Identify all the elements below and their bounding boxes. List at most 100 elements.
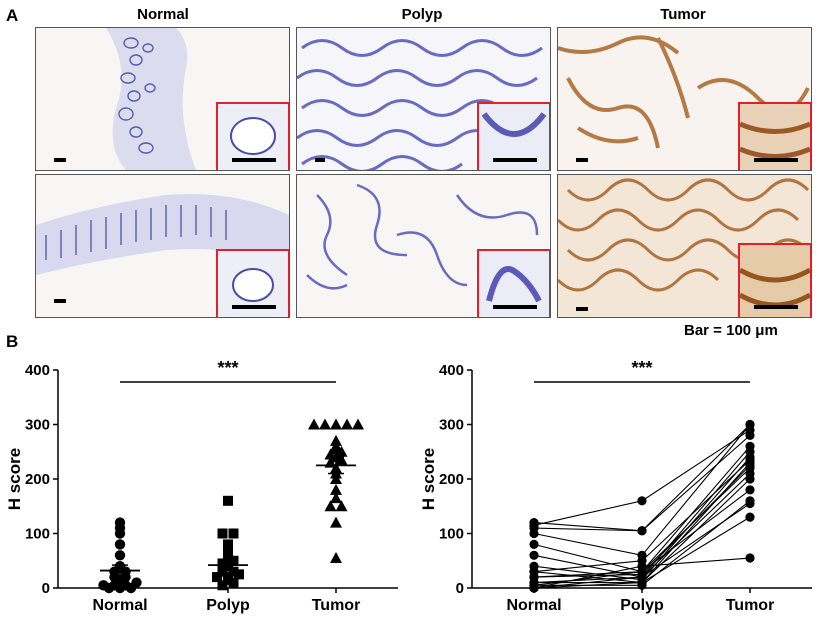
micrograph-polyp-2 bbox=[296, 174, 551, 318]
x-tick-label: Normal bbox=[92, 597, 147, 614]
zoom-inset-normal-1 bbox=[216, 102, 289, 170]
data-point-tumor bbox=[308, 418, 320, 430]
h-score-scatter-chart: 0 100 200 300 400 Normal Polyp Tumor H score *** bbox=[5, 358, 398, 614]
paired-data-point bbox=[529, 583, 539, 593]
data-point-tumor bbox=[352, 418, 364, 430]
data-point-tumor bbox=[330, 492, 342, 504]
zoom-inset-polyp-1 bbox=[477, 102, 550, 170]
x-tick-label: Tumor bbox=[726, 597, 775, 614]
panel-b-label: B bbox=[6, 332, 19, 351]
x-tick-label: Normal bbox=[506, 597, 561, 614]
data-point-polyp bbox=[217, 566, 228, 577]
data-point-tumor bbox=[330, 552, 342, 564]
micrograph-normal-2 bbox=[35, 174, 290, 318]
significance-label: *** bbox=[217, 358, 238, 378]
x-tick-label: Tumor bbox=[312, 597, 361, 614]
normal-tissue-image-1 bbox=[36, 28, 289, 170]
paired-data-point bbox=[637, 577, 647, 588]
paired-data-point bbox=[745, 485, 755, 495]
column-header-polyp: Polyp bbox=[401, 6, 443, 23]
y-tick-label: 0 bbox=[42, 580, 50, 597]
x-tick-label: Polyp bbox=[206, 597, 250, 614]
data-point-polyp bbox=[217, 580, 228, 591]
paired-data-point bbox=[745, 498, 755, 509]
scale-bar bbox=[54, 299, 66, 303]
scale-bar bbox=[54, 158, 66, 162]
paired-data-point bbox=[529, 528, 539, 539]
paired-data-point bbox=[637, 496, 647, 506]
data-point-tumor bbox=[319, 418, 331, 430]
micrograph-normal-1 bbox=[35, 27, 290, 171]
data-point-polyp bbox=[234, 569, 244, 580]
data-point-normal bbox=[114, 517, 126, 528]
paired-data-point bbox=[745, 430, 755, 440]
data-point-tumor bbox=[335, 500, 348, 512]
paired-data-point bbox=[529, 550, 539, 560]
data-point-polyp bbox=[228, 577, 239, 588]
data-point-normal bbox=[131, 577, 142, 588]
y-tick-label: 0 bbox=[456, 580, 464, 597]
data-point-tumor bbox=[341, 418, 353, 430]
y-axis-label: H score bbox=[5, 448, 24, 510]
scale-bar bbox=[493, 305, 537, 309]
paired-data-point bbox=[745, 419, 755, 430]
data-point-polyp bbox=[228, 555, 239, 566]
h-score-paired-line-chart: 0 100 200 300 400 Normal Polyp Tumor H score *** bbox=[419, 358, 812, 614]
micrograph-tumor-2 bbox=[557, 174, 812, 318]
paired-data-point bbox=[637, 561, 647, 571]
data-point-polyp bbox=[223, 544, 233, 555]
data-point-polyp bbox=[217, 558, 228, 569]
column-header-normal: Normal bbox=[137, 6, 189, 23]
data-point-polyp bbox=[223, 495, 233, 506]
data-point-tumor bbox=[330, 483, 342, 495]
zoom-inset-polyp-2 bbox=[477, 249, 550, 317]
paired-data-point bbox=[745, 512, 755, 522]
y-tick-label: 400 bbox=[25, 362, 50, 379]
scale-bar-note: Bar = 100 μm bbox=[684, 322, 778, 339]
y-tick-label: 400 bbox=[439, 362, 464, 379]
data-point-normal bbox=[114, 550, 126, 561]
scale-bar bbox=[315, 158, 325, 162]
y-tick-label: 300 bbox=[439, 417, 464, 434]
polyp-tissue-image-1 bbox=[297, 28, 550, 170]
zoom-inset-tumor-1 bbox=[738, 102, 811, 170]
data-point-polyp bbox=[223, 572, 233, 583]
data-point-tumor bbox=[324, 500, 337, 512]
data-point-polyp bbox=[212, 572, 222, 583]
normal-tissue-image-2 bbox=[36, 175, 289, 317]
paired-sample-line bbox=[533, 429, 751, 526]
scale-bar bbox=[232, 158, 276, 162]
x-tick-label: Polyp bbox=[620, 597, 664, 614]
data-point-polyp bbox=[228, 528, 239, 539]
scale-bar bbox=[232, 305, 276, 309]
micrograph-tumor-1 bbox=[557, 27, 812, 171]
scale-bar bbox=[754, 305, 798, 309]
significance-label: *** bbox=[631, 358, 652, 378]
y-tick-label: 100 bbox=[439, 526, 464, 543]
data-point-polyp bbox=[223, 550, 233, 561]
data-point-normal bbox=[114, 539, 126, 550]
y-tick-label: 300 bbox=[25, 417, 50, 434]
paired-data-point bbox=[745, 553, 755, 563]
data-point-tumor bbox=[330, 418, 342, 430]
scale-bar bbox=[754, 158, 798, 162]
scale-bar bbox=[493, 158, 537, 162]
data-point-normal bbox=[98, 580, 109, 591]
data-point-tumor bbox=[330, 516, 342, 528]
zoom-inset-normal-2 bbox=[216, 249, 289, 317]
y-axis-label: H score bbox=[419, 448, 438, 510]
micrograph-polyp-1 bbox=[296, 27, 551, 171]
paired-data-point bbox=[529, 539, 539, 549]
y-tick-label: 100 bbox=[25, 526, 50, 543]
y-tick-label: 200 bbox=[25, 471, 50, 488]
zoom-inset-tumor-2 bbox=[738, 243, 811, 317]
paired-data-point bbox=[745, 474, 755, 484]
data-point-polyp bbox=[217, 528, 228, 539]
column-header-tumor: Tumor bbox=[660, 6, 706, 23]
scale-bar bbox=[576, 307, 588, 311]
scale-bar bbox=[576, 158, 588, 162]
data-point-polyp bbox=[228, 566, 239, 577]
data-point-tumor bbox=[330, 434, 342, 446]
panel-a-label: A bbox=[6, 6, 19, 25]
data-point-polyp bbox=[223, 539, 233, 550]
